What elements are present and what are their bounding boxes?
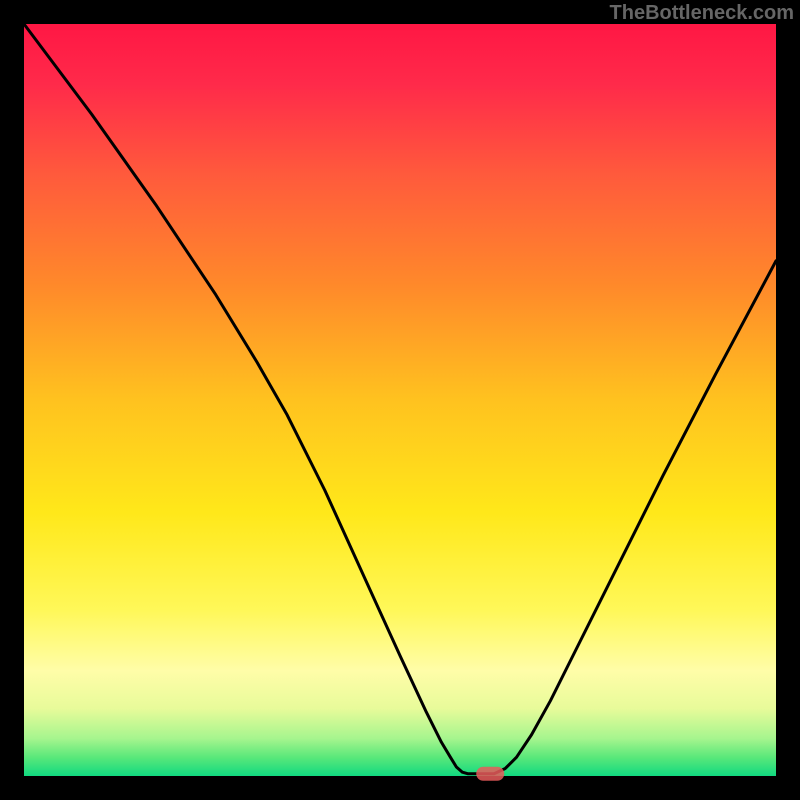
optimum-marker <box>476 767 504 781</box>
plot-background <box>24 24 776 776</box>
chart-container: TheBottleneck.com <box>0 0 800 800</box>
bottleneck-chart <box>0 0 800 800</box>
watermark-text: TheBottleneck.com <box>610 2 794 25</box>
